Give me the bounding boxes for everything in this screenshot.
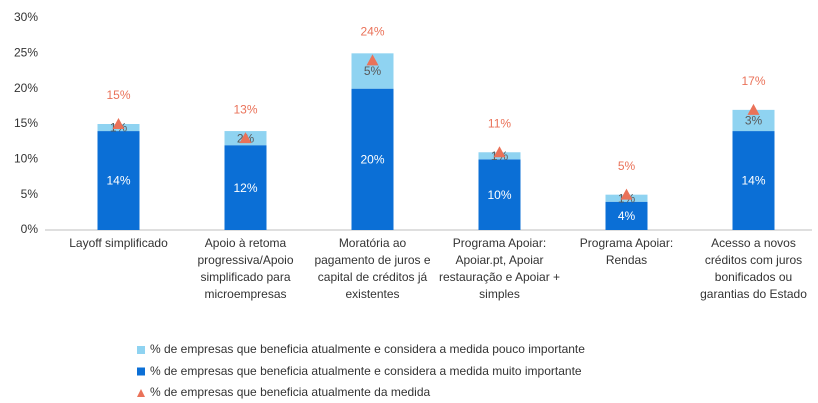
- data-label: 5%: [618, 159, 636, 173]
- data-label: 14%: [106, 174, 130, 188]
- data-label: 17%: [741, 74, 765, 88]
- bar-segment: [97, 131, 140, 230]
- bar-segment: [732, 109, 775, 132]
- data-label: 10%: [487, 188, 511, 202]
- bar-segment: [351, 88, 394, 231]
- legend-swatch: [137, 367, 145, 376]
- marker: [493, 146, 506, 158]
- data-label: 15%: [106, 88, 130, 102]
- y-tick-label: 30%: [14, 10, 38, 24]
- bar-segment: [605, 201, 648, 230]
- data-label: 24%: [360, 25, 384, 39]
- y-tick-label: 5%: [21, 187, 39, 201]
- marker: [366, 54, 379, 66]
- legend-label: % de empresas que beneficia atualmente e…: [150, 342, 585, 356]
- y-tick-label: 0%: [21, 222, 39, 236]
- data-label: 14%: [741, 174, 765, 188]
- x-tick-label: Layoff simplificado: [69, 236, 168, 250]
- x-tick-label: Programa Apoiar: Rendas: [579, 236, 674, 267]
- y-tick-label: 25%: [14, 46, 38, 60]
- marker: [239, 132, 252, 144]
- data-label: 13%: [233, 102, 257, 116]
- marker: [112, 118, 125, 129]
- legend-label: % de empresas que beneficia atualmente d…: [150, 385, 431, 399]
- x-tick-label: Programa Apoiar: Apoiar.pt, Apoiar resta…: [438, 236, 561, 301]
- y-tick-label: 15%: [14, 116, 38, 130]
- legend-marker: [137, 389, 145, 397]
- legend-swatch: [137, 346, 145, 354]
- marker: [620, 188, 633, 200]
- x-tick-label: Acesso a novos créditos com juros bonifi…: [700, 236, 807, 301]
- marker: [747, 103, 760, 115]
- legend-label: % de empresas que beneficia atualmente e…: [150, 363, 582, 378]
- bar-segment: [732, 131, 775, 230]
- x-tick-label: Moratória ao pagamento de juros e capita…: [314, 236, 431, 301]
- bar-segment: [478, 159, 521, 230]
- y-tick-label: 10%: [14, 152, 38, 166]
- data-label: 20%: [360, 153, 384, 167]
- bar-segment: [224, 145, 267, 230]
- data-label: 4%: [618, 209, 636, 223]
- data-label: 5%: [364, 64, 382, 78]
- data-label: 3%: [745, 114, 763, 128]
- y-tick-label: 20%: [14, 81, 38, 95]
- x-tick-label: Apoio à retoma progressiva/Apoio simplif…: [197, 236, 294, 301]
- data-label: 12%: [233, 181, 257, 195]
- data-label: 11%: [488, 116, 511, 130]
